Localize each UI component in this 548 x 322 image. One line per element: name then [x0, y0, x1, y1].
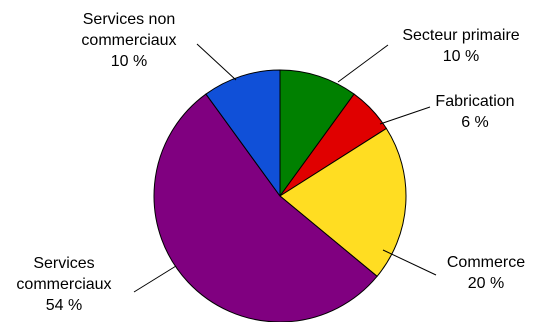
slice-label-fabrication: Fabrication 6 % [435, 93, 514, 131]
slice-category-label: commerciaux [81, 32, 176, 49]
slice-category-label: Fabrication [435, 93, 514, 110]
leader-line-secteur-primaire [337, 44, 389, 83]
slice-category-label: Commerce [447, 254, 525, 271]
slice-category-label: commerciaux [16, 276, 111, 293]
slice-category-label: Services non [83, 11, 176, 28]
slice-value-label: 54 % [46, 297, 82, 314]
slice-value-label: 20 % [468, 275, 504, 292]
pie-slice-commerce [279, 127, 407, 278]
leader-line-services-commerciaux [133, 265, 177, 293]
slice-label-commerce: Commerce 20 % [447, 254, 525, 292]
slice-value-label: 6 % [461, 114, 489, 131]
leader-line-fabrication [379, 106, 431, 125]
leader-line-commerce [382, 249, 437, 276]
slice-value-label: 10 % [443, 48, 479, 65]
slice-category-label: Secteur primaire [402, 27, 519, 44]
slice-label-services-commerciaux: Services commerciaux 54 % [16, 255, 111, 314]
leader-line-services-non-commerciaux [196, 43, 237, 81]
slice-label-secteur-primaire: Secteur primaire 10 % [402, 27, 519, 65]
slice-label-services-non-commerciaux: Services non commerciaux 10 % [81, 11, 176, 70]
pie-slice-secteur-primaire [279, 69, 355, 198]
slice-value-label: 10 % [111, 53, 147, 70]
leader-lines [133, 43, 437, 293]
pie-slice-services-commerciaux [153, 93, 378, 322]
slice-category-label: Services [33, 255, 94, 272]
pie-slices [153, 69, 407, 322]
pie-slice-services-non-commerciaux [205, 69, 281, 198]
slice-labels: Secteur primaire 10 % Fabrication 6 % Commer… [16, 11, 525, 314]
